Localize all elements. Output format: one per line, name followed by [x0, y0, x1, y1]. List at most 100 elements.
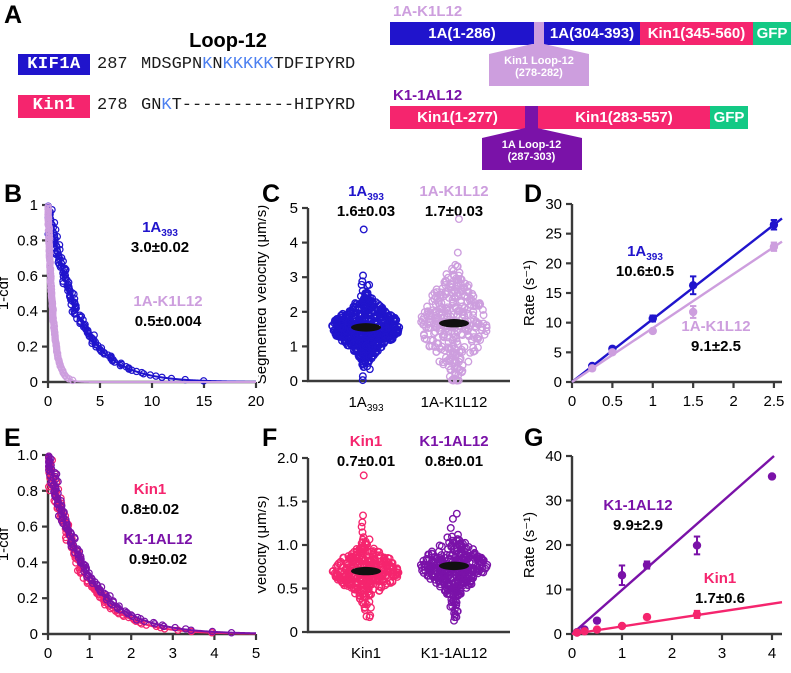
panel-f: F 0 0.5 1.0 1.5 2.0 Velocity (μm/s) Kin1 Kin1 0.7… [253, 420, 520, 668]
y-tick-label: 0.6 [17, 519, 38, 536]
data-point [572, 628, 582, 637]
data-point [456, 285, 465, 293]
y-axis-label: 1-cdf [0, 527, 12, 561]
mean-marker [439, 561, 469, 571]
x-tick-label: 10 [144, 393, 161, 410]
y-tick-label: 15 [545, 285, 562, 302]
data-point [464, 357, 473, 366]
data-point [470, 302, 479, 311]
panel-b: B 0 5 10 15 20 0 0.2 0.4 0.6 0.8 1 Run Length (μM) 1-… [0, 176, 265, 432]
x-tick-label: 1 [85, 645, 93, 662]
data-point [422, 335, 431, 344]
data-point [416, 560, 425, 569]
group-mean-value: 1.7±0.03 [425, 203, 483, 220]
series-value: 3.0±0.02 [131, 239, 189, 256]
series-label: Kin1 [704, 570, 737, 587]
construct-segment-gfp: GFP [710, 106, 748, 129]
badge-kin1: Kin1 [18, 95, 90, 118]
residues: GN [141, 96, 162, 115]
data-point [393, 568, 402, 577]
data-point [333, 331, 342, 340]
data-point [466, 348, 475, 357]
construct-segment-loop12-insert [534, 22, 544, 45]
data-point [339, 553, 348, 562]
data-point [587, 364, 597, 373]
data-point [474, 300, 483, 309]
y-tick-label: 30 [545, 196, 562, 213]
data-point [452, 547, 461, 556]
y-tick-label: 40 [545, 448, 562, 465]
data-point [353, 550, 362, 559]
panel-a: A Loop-12 KIF1A 287 MDSGPNKNKKKKKTDFIPYR… [0, 0, 791, 176]
data-point [360, 311, 369, 320]
data-point [428, 557, 437, 566]
data-point [353, 331, 361, 339]
panel-label-a: A [4, 1, 23, 29]
series-label: 1A-K1L12 [681, 318, 750, 335]
group-k1-1al12 [416, 514, 492, 622]
data-point [359, 302, 368, 311]
data-point [443, 533, 452, 542]
regression-line [571, 455, 775, 635]
callout-line-2: (287-303) [507, 151, 556, 163]
data-point [468, 565, 477, 574]
data-point [642, 612, 652, 622]
series-label: K1-1AL12 [123, 531, 192, 548]
data-point [158, 373, 166, 382]
data-point [442, 583, 451, 592]
data-point [448, 514, 457, 523]
data-point [426, 309, 435, 318]
y-tick-label: 4 [290, 235, 298, 252]
y-axis-label: 1-cdf [0, 276, 12, 310]
data-point [439, 360, 448, 369]
series-1a-k1l12 [571, 240, 783, 383]
chart-f: F 0 0.5 1.0 1.5 2.0 Velocity (μm/s) Kin1 Kin1 0.7… [253, 424, 510, 662]
data-point [448, 536, 457, 545]
data-point [361, 356, 370, 365]
outlier-point [359, 471, 368, 480]
data-point [45, 466, 53, 474]
data-point [365, 280, 374, 289]
data-point [452, 305, 461, 313]
construct-segment-gfp: GFP [753, 22, 791, 45]
regression-line [571, 601, 783, 636]
data-point [467, 337, 476, 346]
residues: MDSGPN [141, 55, 203, 74]
data-point [474, 320, 483, 329]
callout-line-1: 1A Loop-12 [501, 139, 562, 151]
data-point [446, 355, 455, 364]
data-point [767, 472, 777, 481]
data-point [83, 570, 92, 579]
data-point [358, 376, 367, 385]
data-point [461, 573, 470, 582]
data-point [433, 574, 442, 582]
data-point [375, 548, 384, 557]
data-point [358, 372, 367, 381]
data-point [442, 550, 451, 559]
series-kin1 [571, 601, 783, 637]
construct-segment-kin1-345-560: Kin1(345-560) [640, 22, 753, 45]
data-point [171, 623, 179, 632]
data-point [363, 552, 371, 561]
series-1a-k1l12 [44, 202, 256, 385]
data-point [367, 354, 376, 363]
data-point [436, 290, 445, 299]
series-value: 9.1±2.5 [691, 338, 741, 355]
data-point [432, 347, 441, 356]
series-value: 0.9±0.02 [129, 551, 187, 568]
group-1a-k1l12 [417, 248, 491, 385]
data-point [372, 310, 381, 319]
data-point [446, 349, 455, 358]
data-point [454, 590, 463, 599]
series-label: Kin1 [134, 481, 167, 498]
data-point [149, 618, 158, 627]
data-point [473, 554, 482, 563]
y-axis-label: Segmented Velocity (μm/s) [258, 205, 270, 385]
data-point [424, 571, 433, 580]
data-point [473, 318, 482, 327]
x-tick-label: 5 [96, 393, 104, 410]
data-point [449, 341, 458, 350]
data-point [333, 561, 342, 569]
data-point [453, 376, 461, 385]
data-point [158, 621, 167, 629]
